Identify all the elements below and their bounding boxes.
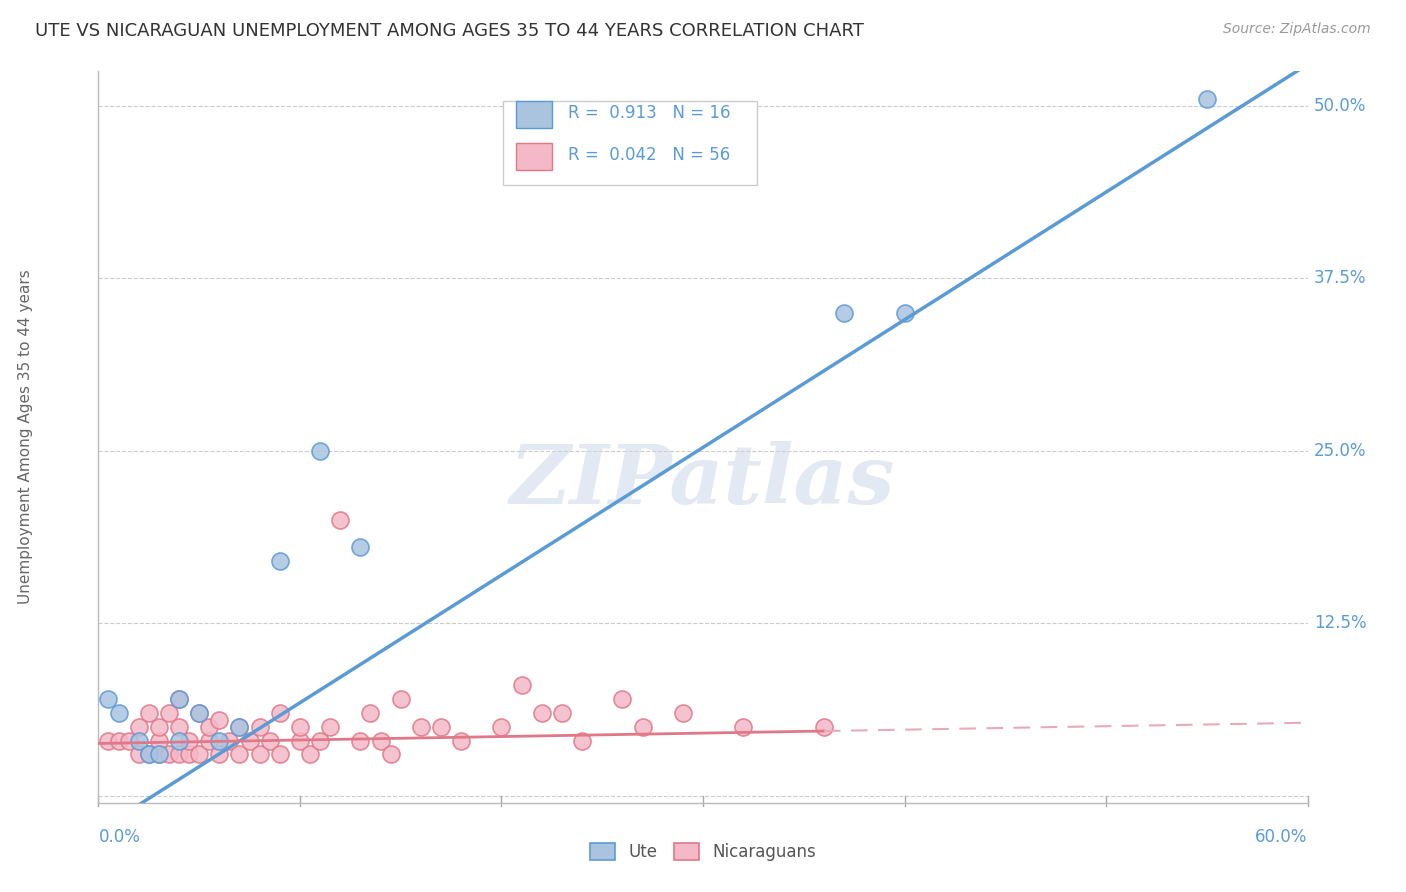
Point — [138, 747, 160, 762]
Point — [198, 733, 221, 747]
Text: 0.0%: 0.0% — [98, 828, 141, 846]
Point — [107, 706, 129, 720]
Point — [97, 733, 120, 747]
Point — [179, 733, 201, 747]
Point — [157, 747, 180, 762]
Point — [893, 306, 915, 320]
Point — [430, 720, 453, 734]
Point — [288, 733, 311, 747]
Point — [249, 747, 271, 762]
Point — [167, 692, 190, 706]
FancyBboxPatch shape — [503, 101, 758, 185]
Point — [733, 720, 755, 734]
Point — [167, 747, 190, 762]
Point — [239, 733, 262, 747]
Text: 37.5%: 37.5% — [1313, 269, 1367, 287]
Point — [208, 713, 231, 727]
Point — [832, 306, 855, 320]
Point — [329, 513, 352, 527]
Point — [349, 733, 371, 747]
Point — [97, 692, 120, 706]
Point — [228, 720, 250, 734]
Point — [309, 443, 332, 458]
Point — [249, 720, 271, 734]
Point — [138, 747, 160, 762]
Point — [148, 747, 170, 762]
Point — [228, 747, 250, 762]
Text: R =  0.042   N = 56: R = 0.042 N = 56 — [568, 146, 730, 164]
Legend: Ute, Nicaraguans: Ute, Nicaraguans — [583, 836, 823, 868]
Point — [167, 692, 190, 706]
Text: Unemployment Among Ages 35 to 44 years: Unemployment Among Ages 35 to 44 years — [18, 269, 34, 605]
FancyBboxPatch shape — [516, 101, 551, 128]
Point — [360, 706, 382, 720]
Point — [491, 720, 513, 734]
Point — [813, 720, 835, 734]
Point — [167, 733, 190, 747]
FancyBboxPatch shape — [516, 144, 551, 169]
Point — [148, 733, 170, 747]
Point — [299, 747, 322, 762]
Point — [198, 720, 221, 734]
Point — [269, 554, 291, 568]
Text: 60.0%: 60.0% — [1256, 828, 1308, 846]
Point — [389, 692, 412, 706]
Point — [128, 747, 150, 762]
Text: 25.0%: 25.0% — [1313, 442, 1367, 460]
Point — [148, 747, 170, 762]
Point — [179, 747, 201, 762]
Point — [218, 733, 240, 747]
Point — [148, 720, 170, 734]
Point — [107, 733, 129, 747]
Text: Source: ZipAtlas.com: Source: ZipAtlas.com — [1223, 22, 1371, 37]
Point — [380, 747, 402, 762]
Point — [672, 706, 695, 720]
Point — [571, 733, 593, 747]
Point — [228, 720, 250, 734]
Text: UTE VS NICARAGUAN UNEMPLOYMENT AMONG AGES 35 TO 44 YEARS CORRELATION CHART: UTE VS NICARAGUAN UNEMPLOYMENT AMONG AGE… — [35, 22, 865, 40]
Text: ZIPatlas: ZIPatlas — [510, 441, 896, 521]
Point — [1195, 92, 1218, 106]
Point — [349, 541, 371, 555]
Point — [188, 706, 211, 720]
Point — [208, 747, 231, 762]
Point — [128, 720, 150, 734]
Text: 50.0%: 50.0% — [1313, 97, 1367, 115]
Point — [157, 706, 180, 720]
Point — [138, 706, 160, 720]
Point — [370, 733, 392, 747]
Point — [450, 733, 472, 747]
Point — [269, 706, 291, 720]
Point — [188, 747, 211, 762]
Point — [631, 720, 654, 734]
Text: R =  0.913   N = 16: R = 0.913 N = 16 — [568, 103, 730, 122]
Point — [288, 720, 311, 734]
Text: 12.5%: 12.5% — [1313, 615, 1367, 632]
Point — [551, 706, 574, 720]
Point — [128, 733, 150, 747]
Point — [319, 720, 342, 734]
Point — [167, 720, 190, 734]
Point — [510, 678, 533, 692]
Point — [259, 733, 281, 747]
Point — [309, 733, 332, 747]
Point — [530, 706, 553, 720]
Point — [208, 733, 231, 747]
Point — [188, 706, 211, 720]
Point — [409, 720, 432, 734]
Point — [118, 733, 141, 747]
Point — [612, 692, 634, 706]
Point — [269, 747, 291, 762]
